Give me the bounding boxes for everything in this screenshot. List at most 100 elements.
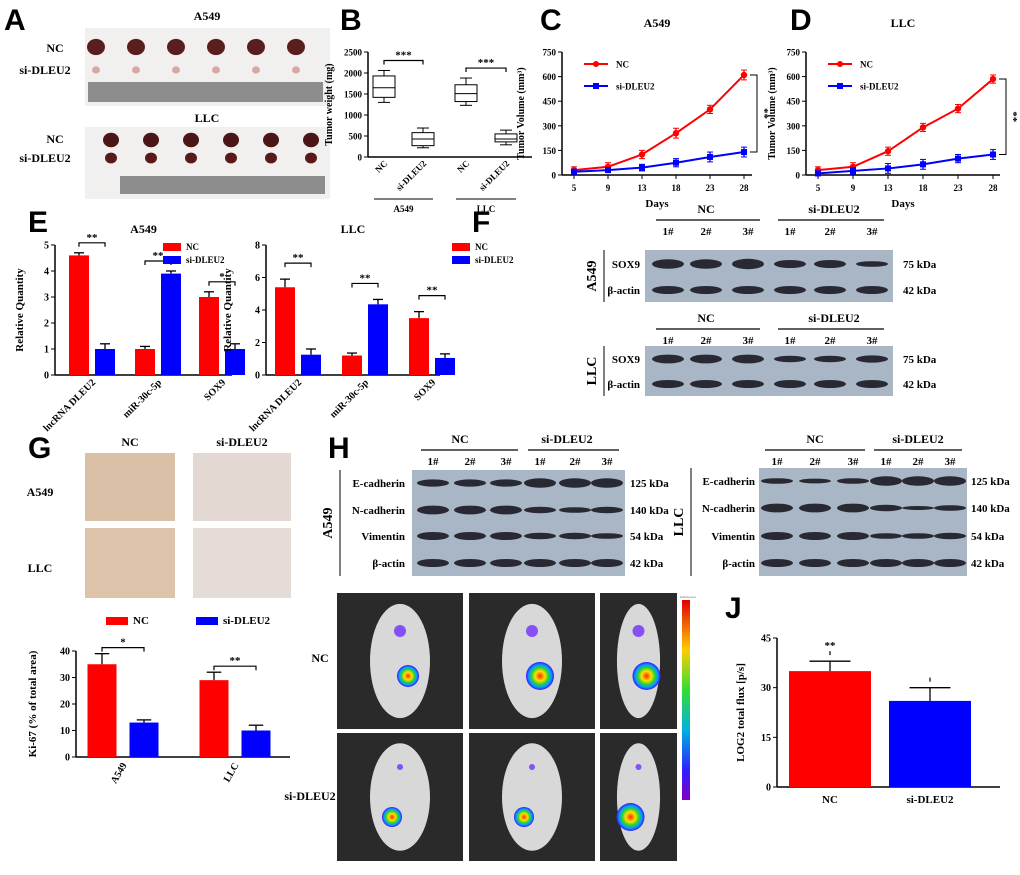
luminescence-signal	[514, 807, 534, 827]
tumor	[105, 152, 117, 164]
luminescence-signal	[526, 662, 554, 690]
luminescence-signal	[394, 625, 406, 637]
chart-title: LLC	[891, 16, 916, 30]
data-point-si-DLEU2	[885, 165, 891, 172]
group-label: LLC	[477, 204, 496, 214]
tumor	[265, 152, 277, 164]
tumor	[143, 132, 159, 148]
protein-band	[559, 507, 591, 513]
protein-label: β-actin	[607, 285, 640, 297]
luminescence-signal	[635, 764, 642, 770]
y-axis-label: LOG2 total flux [p/s]	[735, 663, 747, 762]
protein-band	[814, 355, 846, 363]
protein-band	[417, 505, 449, 515]
protein-band	[837, 532, 869, 540]
protein-band	[934, 476, 966, 486]
cell-line-label: A549	[585, 260, 600, 291]
significance-label: **	[758, 108, 770, 120]
protein-label: β-actin	[372, 558, 405, 570]
legend-label: si-DLEU2	[475, 255, 514, 265]
ihc-image-a549-nc	[85, 453, 175, 521]
y-tick-label: 500	[349, 132, 363, 142]
bar-NC-SOX9	[199, 297, 219, 375]
bar-NC-NC	[789, 671, 871, 787]
y-tick-label: 0	[255, 371, 260, 382]
bar-si-DLEU2-SOX9	[435, 357, 455, 375]
lane-label: 1#	[663, 226, 675, 238]
significance-bracket	[78, 242, 106, 247]
protein-band	[524, 559, 556, 567]
y-axis-label: Relative Quantity	[14, 268, 26, 352]
data-point-NC	[989, 75, 997, 83]
protein-band	[732, 286, 764, 294]
molecular-weight-label: 75 kDa	[903, 259, 937, 271]
panel-i: NC si-DLEU2 luminescence	[284, 593, 697, 861]
significance-bracket	[999, 78, 1007, 155]
group-label-nc: NC	[697, 202, 714, 216]
mouse	[616, 743, 661, 851]
y-tick-label: 0	[65, 753, 70, 764]
y-axis-label: Tumor weight (mg)	[324, 63, 335, 145]
protein-label: Vimentin	[361, 531, 405, 543]
data-point-NC	[919, 124, 927, 131]
row-label-si: si-DLEU2	[284, 789, 335, 803]
significance-bracket	[208, 281, 236, 286]
y-tick-label: 0	[552, 171, 557, 181]
x-tick-label: si-DLEU2	[906, 794, 954, 806]
lane-label: 3#	[867, 226, 879, 238]
series-line-NC	[817, 78, 994, 172]
lane-label: 2#	[701, 226, 713, 238]
panel-a-title-a549: A549	[194, 9, 221, 23]
significance-label: **	[360, 272, 372, 284]
chart-title: A549	[130, 222, 157, 236]
protein-label: N-cadherin	[702, 503, 755, 515]
protein-band	[799, 559, 831, 567]
lane-label: 2#	[810, 456, 822, 468]
tumor	[252, 66, 260, 74]
protein-band	[814, 260, 846, 268]
protein-band	[799, 478, 831, 484]
x-tick-label: lncRNA DLEU2	[247, 377, 304, 434]
data-point-NC	[638, 151, 646, 158]
protein-band	[837, 478, 869, 484]
lane-label: 3#	[602, 456, 614, 468]
protein-band	[690, 286, 722, 294]
significance-label: ***	[478, 57, 495, 69]
row-label-nc: NC	[46, 41, 63, 55]
protein-label: N-cadherin	[352, 505, 405, 517]
bar-NC-lncRNA DLEU2	[275, 287, 295, 375]
legend-label: si-DLEU2	[860, 82, 899, 92]
col-label-nc: NC	[121, 435, 138, 449]
protein-label: E-cadherin	[352, 478, 405, 490]
panel-label-j: J	[725, 592, 742, 625]
protein-label: β-actin	[607, 379, 640, 391]
protein-band	[814, 286, 846, 294]
legend-marker	[593, 83, 599, 89]
data-point-si-DLEU2	[605, 167, 611, 174]
significance-bracket	[101, 647, 145, 652]
y-tick-label: 20	[60, 700, 70, 711]
protein-band	[417, 532, 449, 540]
protein-band	[652, 380, 684, 388]
panel-label-a: A	[4, 4, 26, 37]
protein-band	[902, 476, 934, 486]
series-line-NC	[573, 74, 745, 172]
protein-band	[690, 380, 722, 388]
tumor	[225, 152, 237, 164]
x-tick-label: si-DLEU2	[394, 158, 429, 193]
mouse	[502, 603, 562, 719]
x-tick-label: SOX9	[202, 377, 228, 403]
tumor	[207, 38, 225, 56]
colorbar-label: luminescence	[680, 595, 697, 599]
protein-label: Vimentin	[711, 531, 755, 543]
mouse	[616, 603, 661, 719]
protein-band	[870, 559, 902, 567]
legend-marker	[837, 83, 843, 89]
protein-band	[490, 559, 522, 567]
protein-band	[761, 478, 793, 484]
x-tick-label: 23	[954, 183, 964, 193]
protein-band	[934, 559, 966, 567]
bar-NC-SOX9	[409, 318, 429, 375]
significance-bracket	[213, 665, 257, 671]
series-line-si-DLEU2	[573, 151, 745, 173]
